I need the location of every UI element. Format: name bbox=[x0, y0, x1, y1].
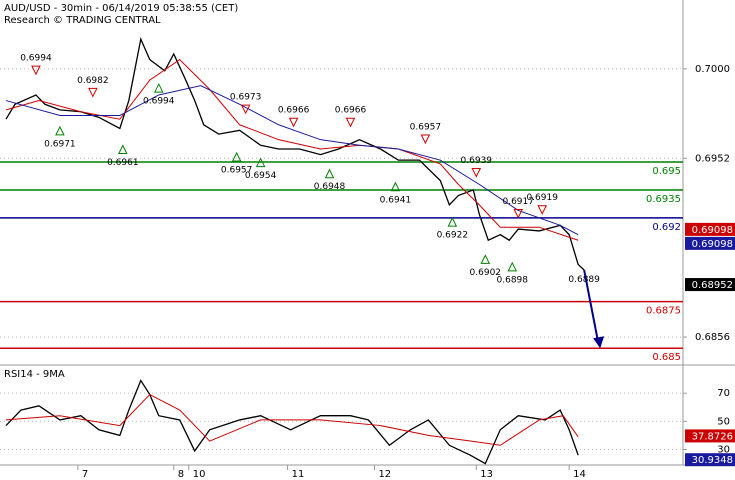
pivot-label: 0.6957 bbox=[410, 122, 442, 132]
level-label: 0.6935 bbox=[646, 194, 681, 205]
x-tick-label: 13 bbox=[480, 469, 493, 480]
pivot-label: 0.6939 bbox=[461, 156, 493, 166]
pivot-marker bbox=[345, 117, 356, 128]
pivot-label: 0.6941 bbox=[380, 195, 412, 205]
pivot-label: 0.6961 bbox=[107, 158, 139, 168]
pivot-marker bbox=[153, 82, 164, 93]
pivot-label: 0.6966 bbox=[278, 106, 310, 116]
pivot-label: 0.6954 bbox=[245, 171, 277, 181]
chart-title: AUD/USD - 30min - 06/14/2019 05:38:55 (C… bbox=[4, 3, 238, 14]
forecast-arrow bbox=[583, 269, 600, 343]
y-tick-label: 0.6952 bbox=[695, 153, 730, 164]
forecast-arrowhead bbox=[593, 336, 605, 349]
target-label: 0.6889 bbox=[568, 275, 600, 285]
pivot-marker bbox=[88, 87, 98, 98]
price-line bbox=[5, 393, 579, 446]
level-label: 0.695 bbox=[652, 166, 681, 177]
pivot-label: 0.6917 bbox=[502, 197, 534, 207]
pivot-label: 0.6919 bbox=[526, 193, 558, 203]
pivot-marker bbox=[55, 125, 65, 136]
x-tick-label: 12 bbox=[378, 469, 391, 480]
pivot-marker bbox=[471, 168, 482, 178]
pivot-marker bbox=[537, 205, 548, 215]
price-line bbox=[5, 379, 579, 465]
pivot-marker bbox=[507, 261, 518, 272]
pivot-marker bbox=[513, 208, 524, 219]
x-tick-label: 11 bbox=[292, 469, 305, 480]
pivot-label: 0.6948 bbox=[314, 182, 346, 192]
rsi-title: RSI14 - 9MA bbox=[4, 369, 65, 380]
level-label: 0.685 bbox=[652, 352, 681, 363]
price-badge bbox=[685, 236, 735, 250]
price-badge-label: 30.9348 bbox=[692, 455, 733, 466]
price-badge bbox=[685, 429, 735, 443]
y-tick-label: 0.6856 bbox=[695, 332, 730, 343]
pivot-marker bbox=[288, 117, 299, 128]
pivot-marker bbox=[240, 104, 251, 115]
pivot-label: 0.6994 bbox=[20, 54, 52, 64]
pivot-marker bbox=[480, 254, 491, 264]
pivot-marker bbox=[324, 168, 335, 179]
price-badge-label: 0.69098 bbox=[692, 239, 733, 250]
pivot-label: 0.6994 bbox=[143, 97, 175, 107]
pivot-marker bbox=[31, 65, 41, 76]
pivot-label: 0.6973 bbox=[230, 93, 262, 103]
pivot-marker bbox=[231, 151, 242, 162]
pivot-marker bbox=[390, 181, 401, 192]
price-badge bbox=[685, 278, 735, 292]
x-tick-label: 8 bbox=[178, 469, 184, 480]
x-tick-label: 14 bbox=[573, 469, 586, 480]
price-badge bbox=[685, 453, 735, 467]
pivot-label: 0.6982 bbox=[77, 76, 109, 86]
pivot-label: 0.6971 bbox=[44, 139, 76, 149]
pivot-label: 0.6966 bbox=[335, 106, 367, 116]
price-badge-label: 0.69098 bbox=[692, 225, 733, 236]
x-tick-label: 7 bbox=[82, 469, 88, 480]
price-badge-label: 37.8726 bbox=[692, 431, 733, 442]
pivot-label: 0.6902 bbox=[470, 268, 502, 278]
price-line bbox=[5, 85, 579, 236]
price-line bbox=[5, 36, 585, 271]
y-tick-label: 0.7000 bbox=[695, 64, 730, 75]
x-tick-label: 10 bbox=[193, 469, 206, 480]
pivot-marker bbox=[118, 144, 128, 155]
pivot-label: 0.6922 bbox=[437, 231, 469, 241]
chart-subtitle: Research © TRADING CENTRAL bbox=[4, 15, 161, 26]
price-line bbox=[5, 58, 579, 241]
price-badge bbox=[685, 222, 735, 236]
y-tick-label: 50 bbox=[717, 416, 730, 427]
y-tick-label: 30 bbox=[717, 445, 730, 456]
pivot-label: 0.6898 bbox=[497, 275, 529, 285]
pivot-marker bbox=[447, 217, 458, 227]
level-label: 0.6875 bbox=[646, 306, 681, 317]
price-badge-label: 0.68952 bbox=[692, 280, 733, 291]
y-tick-label: 70 bbox=[717, 388, 730, 399]
pivot-marker bbox=[420, 134, 431, 145]
pivot-label: 0.6957 bbox=[221, 165, 253, 175]
level-label: 0.692 bbox=[652, 222, 681, 233]
pivot-marker bbox=[255, 157, 266, 168]
